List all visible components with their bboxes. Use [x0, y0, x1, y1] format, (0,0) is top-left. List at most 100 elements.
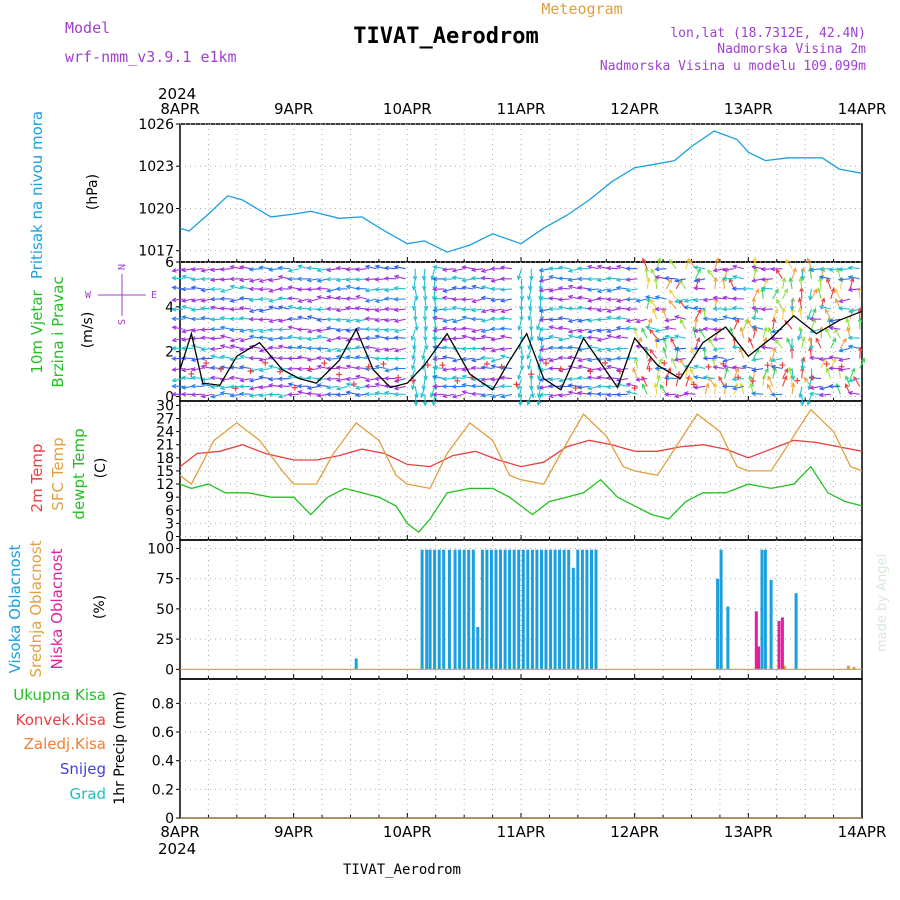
precip-bars	[180, 817, 862, 819]
temp-tick-label: 15	[156, 464, 174, 480]
cloud-bar-0	[590, 549, 593, 670]
pressure-tick-label: 1017	[138, 244, 174, 260]
top-date-6: 14APR	[838, 100, 887, 118]
cloud-bar-2	[754, 611, 758, 670]
top-date-2: 10APR	[383, 100, 432, 118]
pressure-units: (hPa)	[85, 174, 101, 210]
cloud-title-3: Niska Oblacnost	[48, 548, 66, 669]
precip-tick-label: 0.6	[152, 725, 174, 741]
cloud-bar-0	[562, 549, 566, 670]
cloud-bar-0	[489, 549, 493, 670]
model-name: wrf-nmm_v3.9.1 e1km	[65, 48, 237, 66]
cloud-bar-0	[458, 549, 462, 670]
precip-title-4: Snijeg	[60, 760, 106, 778]
cloud-bar-0	[763, 549, 767, 670]
temp-panel: 2m Temp SFC Temp dewpt Temp (C) 03691215…	[28, 398, 863, 546]
wind-tick-label: 2	[165, 345, 174, 361]
cloud-bar-0	[553, 549, 557, 670]
wind-panel: 10m Vjetar Brzina i Pravac (m/s) N S W E…	[28, 255, 866, 407]
cloud-tick-label: 100	[147, 541, 174, 557]
cloud-bar-1	[846, 665, 850, 670]
precip-tick-label: 0.8	[152, 696, 174, 712]
top-date-5: 13APR	[724, 100, 773, 118]
temp-tick-label: 3	[165, 516, 174, 532]
cloud-tick-label: 75	[156, 572, 174, 588]
precip-tick-label: 0.4	[152, 754, 174, 770]
cloud-bar-0	[499, 549, 502, 670]
precip-title-1: Ukupna Kisa	[13, 686, 106, 704]
compass-w: W	[85, 290, 92, 301]
cloud-bar-0	[558, 549, 562, 670]
wind-tick-label: 0	[165, 390, 174, 406]
top-date-0: 8APR	[160, 100, 199, 118]
temp-units: (C)	[93, 458, 109, 479]
temp-series-2	[179, 465, 863, 533]
bottom-date-2: 10APR	[383, 823, 432, 841]
cloud-units: (%)	[92, 595, 108, 619]
cloud-panel: Visoka Oblacnost Srednja Oblacnost Niska…	[6, 540, 863, 679]
cloud-bar-0	[437, 549, 441, 670]
cloud-tick-label: 0	[165, 662, 174, 678]
station-title: TIVAT_Aerodrom	[353, 24, 538, 49]
temp-tick-label: 24	[156, 425, 174, 441]
cloud-bar-0	[540, 549, 543, 670]
pressure-y-ticks: 1017 1020 1023 1026	[138, 117, 180, 260]
temp-tick-label: 9	[165, 490, 174, 506]
cloud-bar-0	[476, 627, 480, 670]
bottom-date-5: 13APR	[724, 823, 773, 841]
cloud-title-2: Srednja Oblacnost	[27, 540, 45, 677]
compass-s: S	[117, 319, 128, 325]
cloud-bar-0	[571, 567, 575, 670]
cloud-bar-0	[480, 549, 484, 670]
cloud-bar-0	[494, 549, 498, 670]
cloud-bar-0	[535, 549, 539, 670]
cloud-bar-0	[517, 549, 521, 670]
cloud-bar-0	[580, 549, 584, 670]
cloud-bar-0	[576, 549, 580, 670]
wind-y-ticks: 0 2 4 6	[165, 255, 180, 406]
cloud-bar-0	[716, 578, 720, 670]
temp-tick-label: 30	[156, 398, 174, 414]
cloud-tick-label: 25	[156, 632, 174, 648]
bottom-date-4: 12APR	[610, 823, 659, 841]
precip-panel: Ukupna Kisa Konvek.Kisa Zaledj.Kisa Snij…	[13, 679, 863, 827]
temp-title-1: 2m Temp	[28, 444, 46, 513]
precip-y-ticks: 0 0.2 0.4 0.6 0.8	[152, 696, 180, 827]
cloud-bar-0	[585, 549, 589, 670]
wind-speed-series	[179, 310, 863, 391]
wind-series-0	[179, 310, 863, 391]
cloud-bar-0	[420, 549, 424, 670]
pressure-tick-label: 1020	[138, 201, 174, 217]
cloud-bar-0	[512, 549, 516, 670]
cloud-bar-2	[780, 617, 784, 670]
temp-series	[179, 408, 863, 533]
cloud-title-1: Visoka Oblacnost	[6, 544, 24, 673]
temp-title-3: dewpt Temp	[70, 428, 88, 519]
meteogram-label: Meteogram	[541, 0, 622, 18]
pressure-title: Pritisak na nivou mora	[28, 111, 46, 279]
year-label-top: 2024	[158, 85, 196, 103]
cloud-bar-0	[471, 549, 475, 670]
precip-tick-label: 0.2	[152, 782, 174, 798]
cloud-bar-0	[521, 549, 525, 670]
pressure-grid	[179, 123, 863, 262]
precip-title-3: Zaledj.Kisa	[24, 735, 106, 753]
pressure-panel: Pritisak na nivou mora (hPa) 1017 1020 102…	[28, 111, 863, 279]
credit-label: made by Angel	[875, 554, 890, 652]
cloud-bar-1	[852, 666, 856, 670]
cloud-bar-0	[428, 549, 432, 670]
cloud-bar-0	[354, 658, 358, 670]
cloud-bar-0	[544, 549, 548, 670]
temp-series-0	[179, 439, 863, 468]
temp-grid	[179, 401, 863, 540]
model-label: Model	[65, 19, 110, 37]
cloud-bar-0	[719, 549, 723, 670]
year-label-bottom: 2024	[158, 840, 196, 858]
lonlat-label: lon,lat (18.7312E, 42.4N)	[670, 26, 866, 41]
temp-tick-label: 27	[156, 411, 174, 427]
temp-series-1	[179, 408, 863, 490]
wind-title-1: 10m Vjetar	[28, 289, 46, 373]
bottom-date-0: 8APR	[160, 823, 199, 841]
compass-n: N	[117, 264, 128, 270]
